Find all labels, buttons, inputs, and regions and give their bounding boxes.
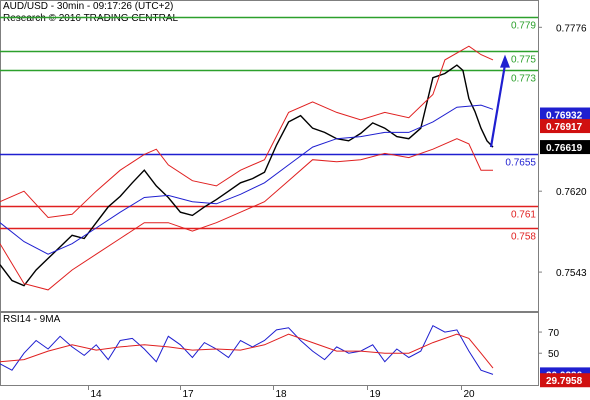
rsi-panel: RSI14 - 9MA 70 50 30.023629.7958 [0,312,590,388]
level-label-3: 0.7655 [505,158,536,169]
price-y-axis: 0.7776 0.7620 0.7543 [538,23,587,279]
rsi-y-tick-label-0: 70 [548,328,560,339]
price-y-tick-label-2: 0.7543 [556,268,587,279]
series-bollinger-upper [0,45,494,219]
series-rsi-ma [0,333,494,369]
rsi-tags: 30.023629.7958 [540,367,590,388]
level-label-5: 0.758 [511,232,536,243]
price-panel-frame [0,0,539,312]
series-moving-average [0,104,494,255]
level-label-0: 0.779 [511,21,536,32]
rsi-y-axis: 70 50 [538,328,560,360]
x-tick-label-3: 19 [370,389,382,400]
series-rsi [0,325,494,375]
x-tick-label-1: 17 [183,389,195,400]
x-tick-label-2: 18 [276,389,288,400]
forecast-arrowhead [500,54,510,68]
forecast-arrow-shaft [489,64,507,148]
x-tick-label-4: 20 [464,389,476,400]
rsi-tag-label-1: 29.7958 [546,376,583,387]
level-label-4: 0.761 [511,210,536,221]
rsi-series [0,325,494,375]
price-tag-box-0 [540,107,590,122]
price-tag-box-2 [540,140,590,155]
rsi-y-tick-label-1: 50 [548,349,560,360]
price-y-tick-label-0: 0.7776 [556,23,587,34]
rsi-tag-box-1 [540,373,590,388]
x-tick-label-0: 14 [91,389,103,400]
rsi-title: RSI14 - 9MA [3,314,61,325]
price-y-tick-label-1: 0.7620 [556,187,587,198]
level-label-1: 0.775 [511,55,536,66]
series-bollinger-lower [0,138,493,291]
price-tag-label-0: 0.76932 [546,111,583,122]
level-label-2: 0.773 [511,74,536,85]
series-price [0,64,494,287]
chart-subtitle: Research © 2016 TRADING CENTRAL [3,13,179,24]
x-axis: 14 17 18 19 20 [0,385,538,400]
chart-title: AUD/USD - 30min - 09:17:26 (UTC+2) [3,1,174,12]
price-tag-label-2: 0.76619 [546,143,583,154]
price-series [0,45,510,291]
price-tag-label-1: 0.76917 [546,122,583,133]
price-levels: 0.779 0.775 0.773 0.7655 0.761 0.758 [0,16,538,243]
rsi-panel-frame [0,312,539,386]
price-tag-box-1 [540,119,590,134]
